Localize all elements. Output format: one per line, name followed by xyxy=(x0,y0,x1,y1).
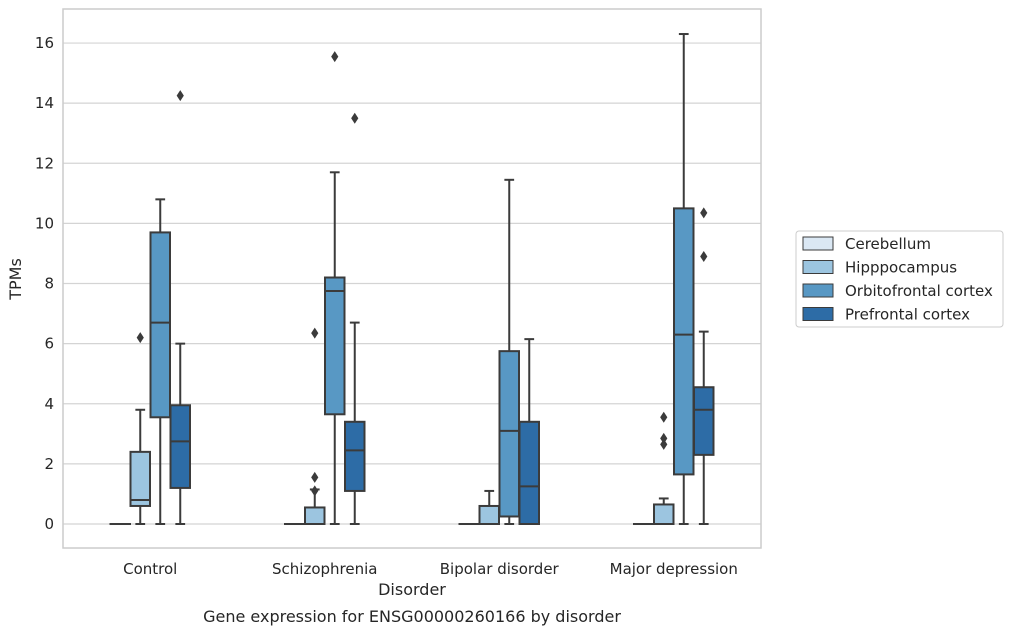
box-plot xyxy=(304,327,326,526)
plot-area-frame xyxy=(62,8,762,549)
box-plot xyxy=(498,178,520,525)
box-plot xyxy=(324,51,346,525)
series-prefrontal-cortex xyxy=(169,90,715,525)
box-iqr xyxy=(478,504,500,525)
y-tick-label: 10 xyxy=(35,214,54,232)
y-tick-label: 8 xyxy=(44,275,54,293)
outlier-point xyxy=(351,112,359,124)
x-tick-label: Control xyxy=(123,560,177,578)
box-plot xyxy=(344,112,366,525)
outlier-point xyxy=(176,90,184,102)
box-plot xyxy=(653,411,675,525)
legend-frame xyxy=(795,230,1004,328)
y-axis-ticks: 0 2 4 6 8 10 12 14 16 xyxy=(35,34,54,533)
outlier-point xyxy=(311,485,319,497)
box-iqr xyxy=(304,506,326,526)
legend-swatch xyxy=(802,283,834,298)
x-tick-label: Bipolar disorder xyxy=(440,560,560,578)
chart-caption: Gene expression for ENSG00000260166 by d… xyxy=(203,607,621,626)
series-hipppocampus xyxy=(129,327,675,526)
box-iqr xyxy=(344,420,366,492)
box-iqr xyxy=(693,386,715,456)
legend-entry: Hipppocampus xyxy=(845,259,957,277)
box-iqr xyxy=(324,276,346,416)
box-iqr xyxy=(518,420,540,525)
box-plot xyxy=(478,489,500,525)
outlier-point xyxy=(660,432,668,444)
box-plot xyxy=(169,90,191,525)
y-tick-label: 4 xyxy=(44,395,54,413)
box-iqr xyxy=(129,450,151,507)
box-plot xyxy=(673,33,695,525)
box-iqr xyxy=(498,350,520,518)
legend-entry: Orbitofrontal cortex xyxy=(845,282,993,300)
x-tick-label: Major depression xyxy=(610,560,738,578)
y-tick-label: 12 xyxy=(35,154,54,172)
outlier-point xyxy=(311,471,319,483)
legend-entry: Cerebellum xyxy=(845,235,931,253)
box-plot xyxy=(518,338,540,525)
y-tick-label: 16 xyxy=(35,34,54,52)
outlier-point xyxy=(660,438,668,450)
legend: Cerebellum Hipppocampus Orbitofrontal cort… xyxy=(795,230,1004,328)
box-iqr xyxy=(653,503,675,525)
legend-swatch xyxy=(802,260,834,274)
outlier-point xyxy=(660,411,668,423)
y-tick-label: 0 xyxy=(44,515,54,533)
outlier-point xyxy=(136,332,144,344)
x-axis-ticks: Control Schizophrenia Bipolar disorder Majo… xyxy=(123,560,738,578)
outlier-point xyxy=(331,51,339,63)
box-iqr xyxy=(149,231,171,419)
box-plot xyxy=(149,198,171,525)
legend-entry: Prefrontal cortex xyxy=(845,306,970,324)
legend-swatch xyxy=(802,236,834,251)
box-plot xyxy=(693,207,715,525)
box-plot xyxy=(129,332,151,525)
y-tick-label: 2 xyxy=(44,455,54,473)
box-iqr xyxy=(169,404,191,489)
box-iqr xyxy=(673,207,695,476)
y-tick-label: 14 xyxy=(35,94,54,112)
outlier-point xyxy=(700,250,708,262)
y-tick-label: 6 xyxy=(44,335,54,353)
outlier-point xyxy=(311,327,319,339)
y-axis-label: TPMs xyxy=(6,258,25,301)
box-series xyxy=(109,33,715,526)
outlier-point xyxy=(700,207,708,219)
legend-swatch xyxy=(802,307,834,321)
series-orbitofrontal-cortex xyxy=(149,33,695,525)
x-axis-label: Disorder xyxy=(378,580,446,599)
x-tick-label: Schizophrenia xyxy=(272,560,377,578)
